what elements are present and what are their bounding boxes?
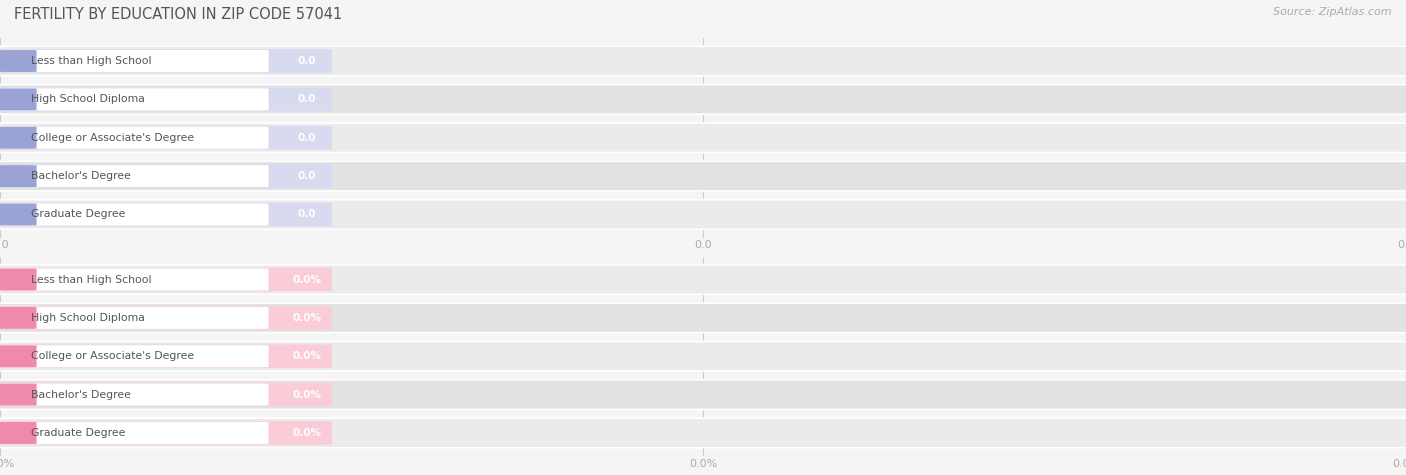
FancyBboxPatch shape	[0, 384, 269, 406]
Text: Less than High School: Less than High School	[31, 275, 152, 285]
FancyBboxPatch shape	[0, 418, 1406, 448]
Text: 0.0%: 0.0%	[292, 428, 321, 438]
FancyBboxPatch shape	[0, 307, 37, 329]
FancyBboxPatch shape	[0, 165, 37, 187]
FancyBboxPatch shape	[0, 85, 1406, 114]
FancyBboxPatch shape	[0, 127, 37, 149]
FancyBboxPatch shape	[0, 46, 1406, 76]
Text: 0.0: 0.0	[297, 209, 316, 219]
FancyBboxPatch shape	[0, 268, 37, 290]
FancyBboxPatch shape	[0, 265, 1406, 294]
FancyBboxPatch shape	[0, 306, 332, 330]
FancyBboxPatch shape	[0, 203, 269, 226]
Text: Bachelor's Degree: Bachelor's Degree	[31, 171, 131, 181]
Text: High School Diploma: High School Diploma	[31, 313, 145, 323]
FancyBboxPatch shape	[0, 421, 332, 445]
FancyBboxPatch shape	[0, 200, 1406, 229]
FancyBboxPatch shape	[0, 204, 37, 226]
Text: Less than High School: Less than High School	[31, 56, 152, 66]
FancyBboxPatch shape	[0, 422, 269, 444]
FancyBboxPatch shape	[0, 384, 37, 406]
Text: 0.0: 0.0	[297, 95, 316, 104]
Text: Source: ZipAtlas.com: Source: ZipAtlas.com	[1274, 7, 1392, 17]
Text: Graduate Degree: Graduate Degree	[31, 209, 125, 219]
Text: 0.0: 0.0	[297, 56, 316, 66]
FancyBboxPatch shape	[0, 123, 1406, 152]
Text: College or Associate's Degree: College or Associate's Degree	[31, 351, 194, 361]
Text: 0.0%: 0.0%	[292, 351, 321, 361]
FancyBboxPatch shape	[0, 344, 332, 368]
Text: 0.0%: 0.0%	[292, 275, 321, 285]
FancyBboxPatch shape	[0, 50, 37, 72]
Text: Graduate Degree: Graduate Degree	[31, 428, 125, 438]
FancyBboxPatch shape	[0, 342, 1406, 371]
FancyBboxPatch shape	[0, 345, 37, 367]
Text: College or Associate's Degree: College or Associate's Degree	[31, 133, 194, 143]
FancyBboxPatch shape	[0, 50, 269, 72]
FancyBboxPatch shape	[0, 164, 332, 188]
FancyBboxPatch shape	[0, 345, 269, 367]
FancyBboxPatch shape	[0, 88, 37, 110]
Text: 0.0: 0.0	[297, 171, 316, 181]
FancyBboxPatch shape	[0, 88, 269, 110]
FancyBboxPatch shape	[0, 126, 332, 150]
FancyBboxPatch shape	[0, 268, 269, 291]
FancyBboxPatch shape	[0, 268, 332, 291]
FancyBboxPatch shape	[0, 303, 1406, 332]
Text: 0.0: 0.0	[297, 133, 316, 143]
FancyBboxPatch shape	[0, 203, 332, 226]
FancyBboxPatch shape	[0, 383, 332, 407]
Text: Bachelor's Degree: Bachelor's Degree	[31, 390, 131, 399]
FancyBboxPatch shape	[0, 380, 1406, 409]
FancyBboxPatch shape	[0, 307, 269, 329]
Text: 0.0%: 0.0%	[292, 390, 321, 399]
Text: FERTILITY BY EDUCATION IN ZIP CODE 57041: FERTILITY BY EDUCATION IN ZIP CODE 57041	[14, 7, 342, 22]
FancyBboxPatch shape	[0, 422, 37, 444]
Text: High School Diploma: High School Diploma	[31, 95, 145, 104]
FancyBboxPatch shape	[0, 165, 269, 187]
FancyBboxPatch shape	[0, 162, 1406, 191]
FancyBboxPatch shape	[0, 87, 332, 111]
FancyBboxPatch shape	[0, 49, 332, 73]
FancyBboxPatch shape	[0, 127, 269, 149]
Text: 0.0%: 0.0%	[292, 313, 321, 323]
